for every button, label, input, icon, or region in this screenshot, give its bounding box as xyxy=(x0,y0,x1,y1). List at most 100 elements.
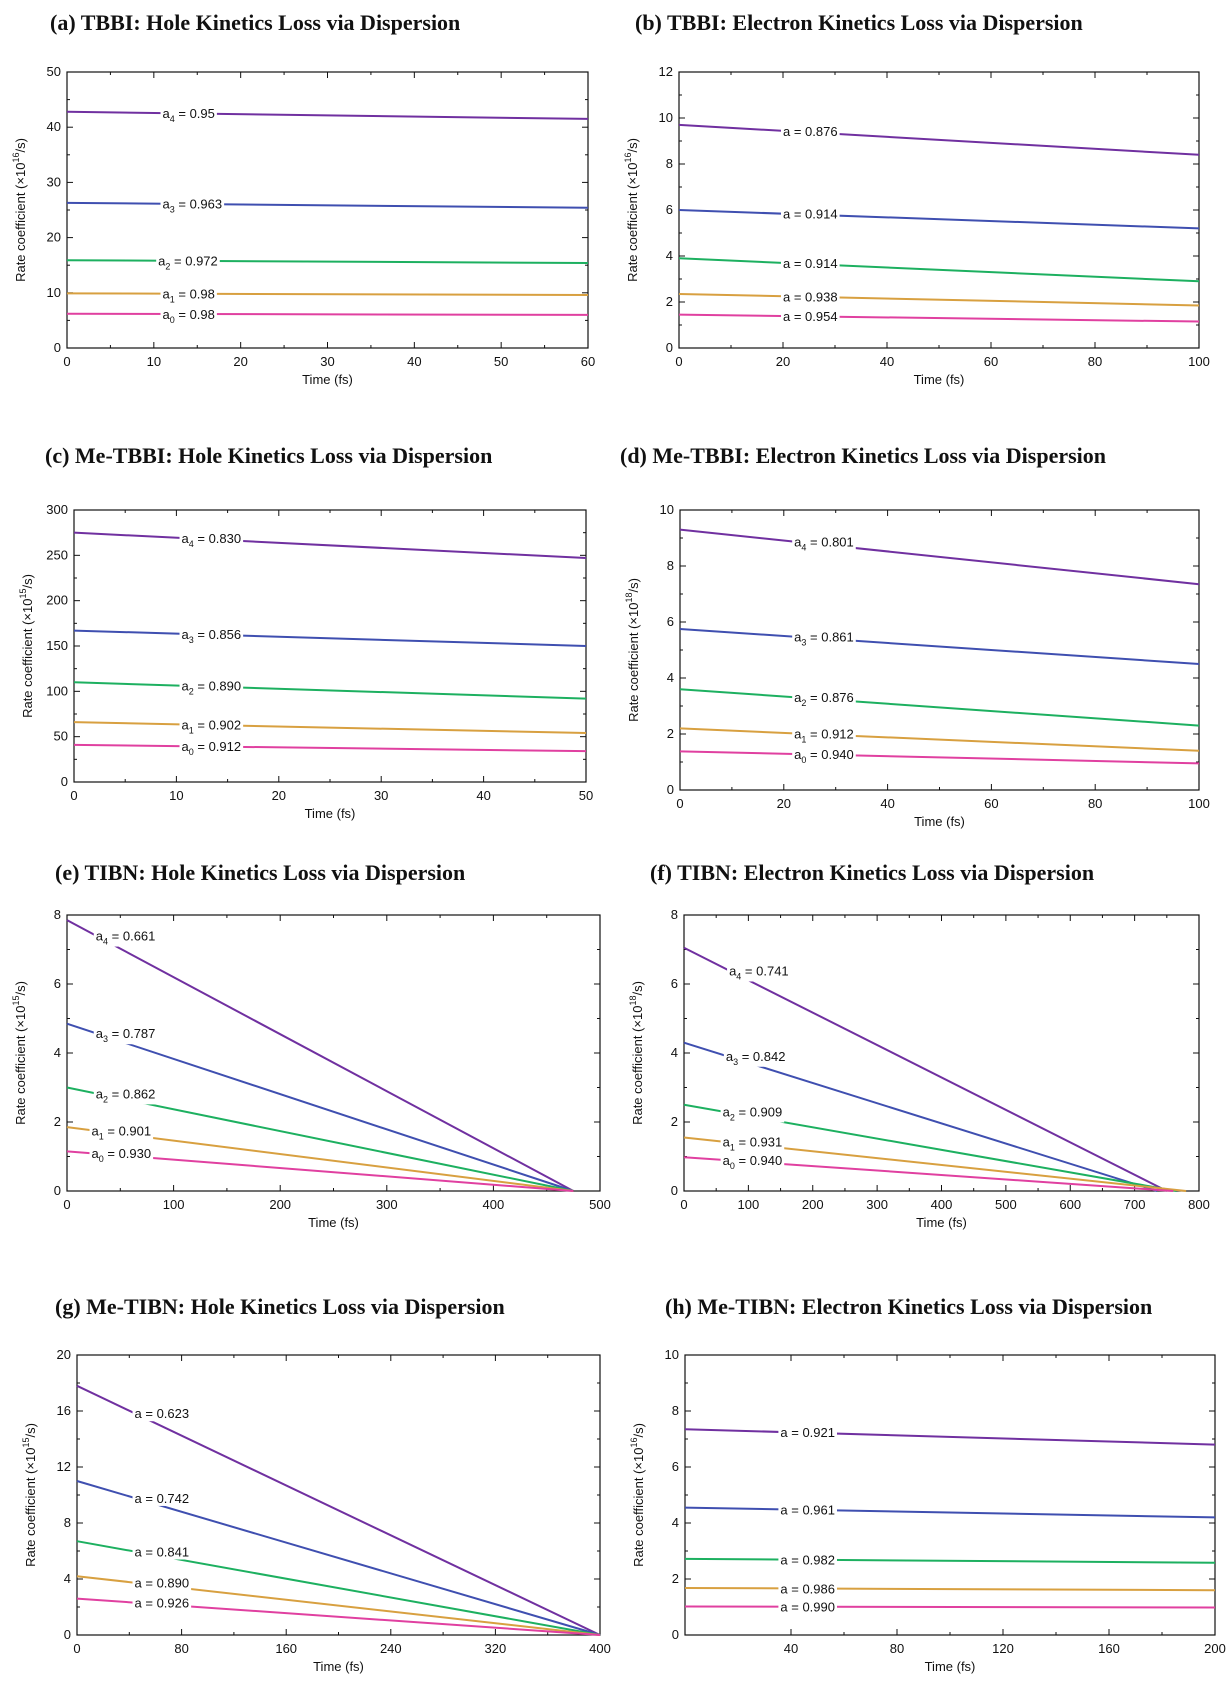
y-tick-label: 2 xyxy=(672,1571,679,1586)
series-label-0: a4 = 0.801 xyxy=(794,535,854,553)
series-label-1: a = 0.961 xyxy=(780,1502,835,1517)
y-tick-label: 50 xyxy=(47,64,61,79)
series-label-bg xyxy=(179,530,244,549)
y-tick-label: 16 xyxy=(57,1403,71,1418)
series-label-bg xyxy=(720,1134,785,1153)
x-tick-label: 400 xyxy=(589,1641,611,1656)
series-label-3: a1 = 0.901 xyxy=(92,1123,152,1141)
series-line-0 xyxy=(73,531,587,560)
series-label-bg xyxy=(93,1026,158,1045)
y-tick-label: 10 xyxy=(47,285,61,300)
x-axis-label: Time (fs) xyxy=(925,1659,976,1674)
y-tick-label: 40 xyxy=(47,119,61,134)
series-line-2 xyxy=(684,1557,1216,1564)
x-axis-label: Time (fs) xyxy=(305,806,356,821)
plot-frame xyxy=(73,509,587,783)
y-tick-label: 300 xyxy=(46,502,68,517)
series-label-4: a0 = 0.98 xyxy=(163,307,215,325)
x-tick-label: 400 xyxy=(931,1197,953,1212)
y-tick-label: 6 xyxy=(671,976,678,991)
x-tick-label: 80 xyxy=(890,1641,904,1656)
series-label-3: a = 0.890 xyxy=(135,1576,190,1591)
series-label-3: a1 = 0.931 xyxy=(723,1135,783,1153)
series-label-1: a3 = 0.963 xyxy=(163,197,223,215)
x-tick-label: 30 xyxy=(320,354,334,369)
x-tick-label: 20 xyxy=(777,796,791,811)
series-label-bg xyxy=(792,534,856,553)
series-line-0 xyxy=(679,528,1200,586)
series-line-1 xyxy=(66,201,589,209)
x-tick-label: 0 xyxy=(63,1197,70,1212)
y-tick-label: 8 xyxy=(666,156,673,171)
plot-frame xyxy=(678,71,1200,349)
x-tick-label: 80 xyxy=(1088,354,1102,369)
y-tick-label: 4 xyxy=(667,670,674,685)
series-line-1 xyxy=(73,629,587,647)
series-line-0 xyxy=(66,110,589,120)
x-tick-label: 100 xyxy=(738,1197,760,1212)
series-line-4 xyxy=(678,313,1200,323)
series-line-1 xyxy=(683,1041,1158,1192)
y-tick-label: 0 xyxy=(54,1183,61,1198)
series-line-0 xyxy=(684,1428,1216,1446)
series-label-bg xyxy=(160,286,217,305)
series-label-2: a = 0.982 xyxy=(780,1553,835,1568)
y-tick-label: 10 xyxy=(665,1347,679,1362)
series-line-0 xyxy=(76,1384,601,1636)
x-tick-label: 300 xyxy=(866,1197,888,1212)
x-tick-label: 240 xyxy=(380,1641,402,1656)
series-line-1 xyxy=(76,1480,601,1636)
series-label-0: a = 0.876 xyxy=(783,124,838,139)
series-label-bg xyxy=(132,1575,192,1591)
series-label-bg xyxy=(179,717,244,736)
series-label-bg xyxy=(156,253,220,272)
y-axis-label: Rate coefficient (×1018/s) xyxy=(628,981,645,1125)
x-tick-label: 200 xyxy=(1204,1641,1226,1656)
x-tick-label: 0 xyxy=(73,1641,80,1656)
y-tick-label: 0 xyxy=(672,1627,679,1642)
y-tick-label: 6 xyxy=(672,1459,679,1474)
series-line-4 xyxy=(66,312,589,316)
series-label-bg xyxy=(179,739,244,758)
x-tick-label: 10 xyxy=(147,354,161,369)
series-label-0: a = 0.921 xyxy=(780,1425,835,1440)
series-label-bg xyxy=(778,1599,837,1615)
chart-panel-2: (c) Me-TBBI: Hole Kinetics Loss via Disp… xyxy=(18,443,593,821)
chart-title: (e) TIBN: Hole Kinetics Loss via Dispers… xyxy=(55,860,465,885)
series-line-1 xyxy=(678,209,1200,230)
x-tick-label: 30 xyxy=(374,788,388,803)
series-line-4 xyxy=(679,750,1200,765)
series-label-bg xyxy=(781,309,840,325)
series-label-bg xyxy=(89,1123,154,1142)
y-axis-label: Rate coefficient (×1016/s) xyxy=(623,138,640,282)
y-tick-label: 8 xyxy=(672,1403,679,1418)
x-tick-label: 20 xyxy=(272,788,286,803)
x-axis-label: Time (fs) xyxy=(916,1215,967,1230)
series-label-bg xyxy=(778,1581,837,1597)
series-line-4 xyxy=(73,743,587,753)
y-tick-label: 8 xyxy=(671,907,678,922)
series-label-bg xyxy=(778,1552,837,1568)
series-label-bg xyxy=(781,255,840,271)
series-label-2: a = 0.841 xyxy=(135,1545,190,1560)
series-label-2: a2 = 0.876 xyxy=(794,690,854,708)
x-tick-label: 300 xyxy=(376,1197,398,1212)
series-label-bg xyxy=(723,1048,788,1067)
chart-panel-6: (g) Me-TIBN: Hole Kinetics Loss via Disp… xyxy=(21,1294,611,1674)
y-tick-label: 4 xyxy=(64,1571,71,1586)
x-axis-label: Time (fs) xyxy=(914,814,965,829)
series-label-bg xyxy=(792,690,856,709)
x-tick-label: 50 xyxy=(579,788,593,803)
chart-panel-5: (f) TIBN: Electron Kinetics Loss via Dis… xyxy=(628,860,1210,1230)
series-line-3 xyxy=(73,721,587,735)
series-line-2 xyxy=(679,688,1200,727)
x-tick-label: 500 xyxy=(995,1197,1017,1212)
series-label-1: a = 0.914 xyxy=(783,207,838,222)
series-label-bg xyxy=(160,196,225,215)
series-label-bg xyxy=(160,306,217,325)
y-tick-label: 0 xyxy=(666,340,673,355)
y-axis-label: Rate coefficient (×1016/s) xyxy=(11,138,28,282)
y-tick-label: 4 xyxy=(672,1515,679,1530)
y-tick-label: 20 xyxy=(47,230,61,245)
x-tick-label: 120 xyxy=(992,1641,1014,1656)
